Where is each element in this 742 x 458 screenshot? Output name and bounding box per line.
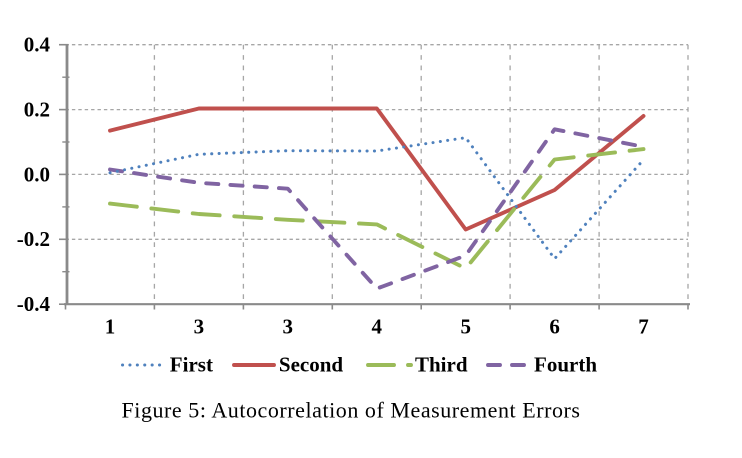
svg-text:-0.2: -0.2: [17, 227, 50, 251]
svg-text:1: 1: [105, 315, 116, 339]
svg-text:Figure 5: Autocorrelation of M: Figure 5: Autocorrelation of Measurement…: [122, 398, 581, 423]
svg-text:5: 5: [460, 315, 471, 339]
svg-text:Fourth: Fourth: [534, 353, 597, 377]
svg-text:Second: Second: [279, 353, 344, 377]
svg-text:0.4: 0.4: [24, 33, 51, 57]
svg-text:7: 7: [638, 315, 649, 339]
svg-text:3: 3: [194, 315, 205, 339]
svg-text:0.0: 0.0: [24, 162, 50, 186]
svg-text:0.2: 0.2: [24, 98, 50, 122]
svg-text:3: 3: [283, 315, 294, 339]
svg-text:4: 4: [372, 315, 383, 339]
svg-text:6: 6: [549, 315, 560, 339]
svg-text:Third: Third: [415, 353, 468, 377]
svg-text:-0.4: -0.4: [17, 292, 51, 316]
svg-text:First: First: [170, 353, 213, 377]
